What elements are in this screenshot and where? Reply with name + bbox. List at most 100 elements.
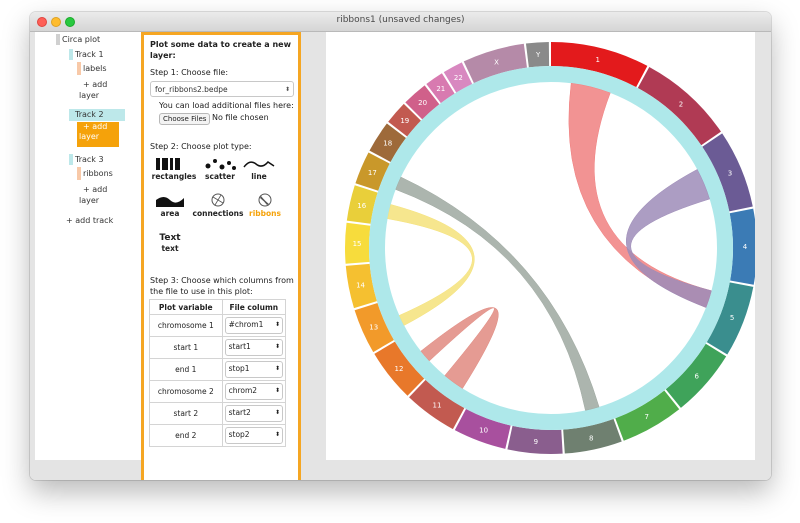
tree-layer-labels[interactable]: labels [83,64,107,73]
chromosome-segment-16[interactable] [346,185,378,224]
file-column-select[interactable]: stop2 ⬍ [224,427,283,444]
select-arrows-icon: ⬍ [274,387,280,394]
table-row: start 2 start2 ⬍ [149,402,287,425]
chromosome-segment-21[interactable] [426,73,455,104]
ribbon-11-12[interactable] [420,307,499,389]
step2-label: Step 2: Choose plot type: [150,142,252,151]
file-column-cell: chrom2 ⬍ [221,380,287,403]
tree-add-layer-3[interactable]: + add [83,185,108,194]
tree-track-2[interactable]: Track 2 [69,109,125,121]
new-layer-form: Plot some data to create a new layer: St… [141,32,301,480]
plot-type-line[interactable]: line [242,155,276,185]
chromosome-segment-12[interactable] [374,341,425,396]
ribbon-16-13[interactable] [387,204,475,326]
chromosome-label-13: 13 [369,323,378,331]
chromosome-label-11: 11 [433,401,442,409]
chromosome-label-1: 1 [596,56,600,64]
chromosome-segment-17[interactable] [355,152,390,191]
chromosome-segment-4[interactable] [729,208,757,285]
chromosome-segment-15[interactable] [345,222,371,264]
chromosome-segment-13[interactable] [354,302,394,353]
layer-bar [77,167,81,180]
file-column-select[interactable]: stop1 ⬍ [224,361,283,378]
select-arrows-icon: ⬍ [274,431,280,438]
file-column-value: stop2 [228,430,250,439]
select-arrows-icon: ⬍ [274,343,280,350]
plot-type-scatter[interactable]: scatter [200,155,240,185]
chromosome-segment-5[interactable] [706,282,754,355]
chromosome-label-18: 18 [383,140,392,148]
file-column-select[interactable]: start1 ⬍ [224,339,283,356]
chromosome-segment-8[interactable] [563,418,622,454]
chromosome-segment-14[interactable] [345,263,377,309]
tree-add-layer-1-cont[interactable]: layer [79,91,100,100]
choose-files-button[interactable]: Choose Files [159,113,211,125]
plot-type-ribbons[interactable]: ribbons [246,192,284,222]
plot-variable: end 1 [149,358,223,381]
tree-track-3[interactable]: Track 3 [75,155,104,164]
chromosome-segment-1[interactable] [551,42,648,88]
rectangles-icon [156,158,180,170]
table-row: start 1 start1 ⬍ [149,336,287,359]
chromosome-segment-2[interactable] [637,66,721,146]
chromosome-segment-6[interactable] [665,343,727,408]
window-title: ribbons1 (unsaved changes) [336,15,465,25]
chromosome-label-22: 22 [454,74,463,82]
chromosome-segment-18[interactable] [369,123,406,162]
tree-add-layer-3-cont[interactable]: layer [79,196,100,205]
file-column-cell: start2 ⬍ [221,402,287,425]
close-window-button[interactable] [37,17,47,27]
chromosome-segment-X[interactable] [463,43,527,84]
file-select[interactable]: for_ribbons2.bedpe ⬍ [150,81,294,97]
tree-add-layer-2-label-cont: layer [79,132,100,141]
connections-label: connections [192,209,244,218]
plot-variable: chromosome 1 [149,314,223,337]
chromosome-segment-3[interactable] [702,133,753,212]
ribbon-3-5[interactable] [626,169,712,308]
tree-add-track[interactable]: + add track [66,216,114,225]
layer-bar [77,62,81,75]
tree-bar [56,34,60,45]
chromosome-segment-20[interactable] [405,85,440,120]
text-icon: Text [159,233,181,243]
file-column-select[interactable]: #chrom1 ⬍ [224,317,283,334]
chromosome-segment-11[interactable] [409,379,465,430]
line-label: line [251,172,267,181]
zoom-window-button[interactable] [65,17,75,27]
minimize-window-button[interactable] [51,17,61,27]
tree-layer-ribbons[interactable]: ribbons [83,169,113,178]
plot-tree: Circa plot Track 1 labels + add layer Tr… [35,32,143,460]
step3-label-cont: the file to use in this plot: [150,287,253,296]
chromosome-label-2: 2 [679,100,683,108]
chromosome-label-16: 16 [357,202,366,210]
ribbon-17-8[interactable] [395,176,600,411]
chromosome-label-21: 21 [436,85,445,93]
plot-variable: start 2 [149,402,223,425]
chromosome-segment-19[interactable] [388,103,421,137]
chromosome-segment-10[interactable] [454,408,511,449]
tree-track-1[interactable]: Track 1 [75,50,104,59]
chromosome-segment-Y[interactable] [525,42,550,68]
plot-type-rectangles[interactable]: rectangles [150,155,198,185]
plot-type-text[interactable]: Text text [150,233,190,257]
line-icon [243,161,275,168]
chromosome-segment-7[interactable] [615,390,680,441]
chromosome-label-8: 8 [589,434,593,442]
plot-type-area[interactable]: area [150,192,190,222]
file-column-select[interactable]: chrom2 ⬍ [224,383,283,400]
chromosome-label-9: 9 [534,438,538,446]
tree-root[interactable]: Circa plot [62,35,101,44]
chromosome-segment-22[interactable] [443,62,473,93]
rectangles-label: rectangles [151,172,197,181]
tree-add-layer-1[interactable]: + add [83,80,108,89]
column-mapping-table: Plot variable File column chromosome 1 #… [149,299,287,447]
plot-type-connections[interactable]: connections [190,192,246,222]
tree-add-layer-2[interactable]: + add layer [77,122,119,147]
track-bar [69,154,73,165]
file-column-value: #chrom1 [228,320,264,329]
file-column-select[interactable]: start2 ⬍ [224,405,283,422]
chromosome-segment-9[interactable] [507,425,563,454]
chromosome-label-15: 15 [353,240,362,248]
app-window: ribbons1 (unsaved changes) Circa plot Tr… [30,12,771,480]
